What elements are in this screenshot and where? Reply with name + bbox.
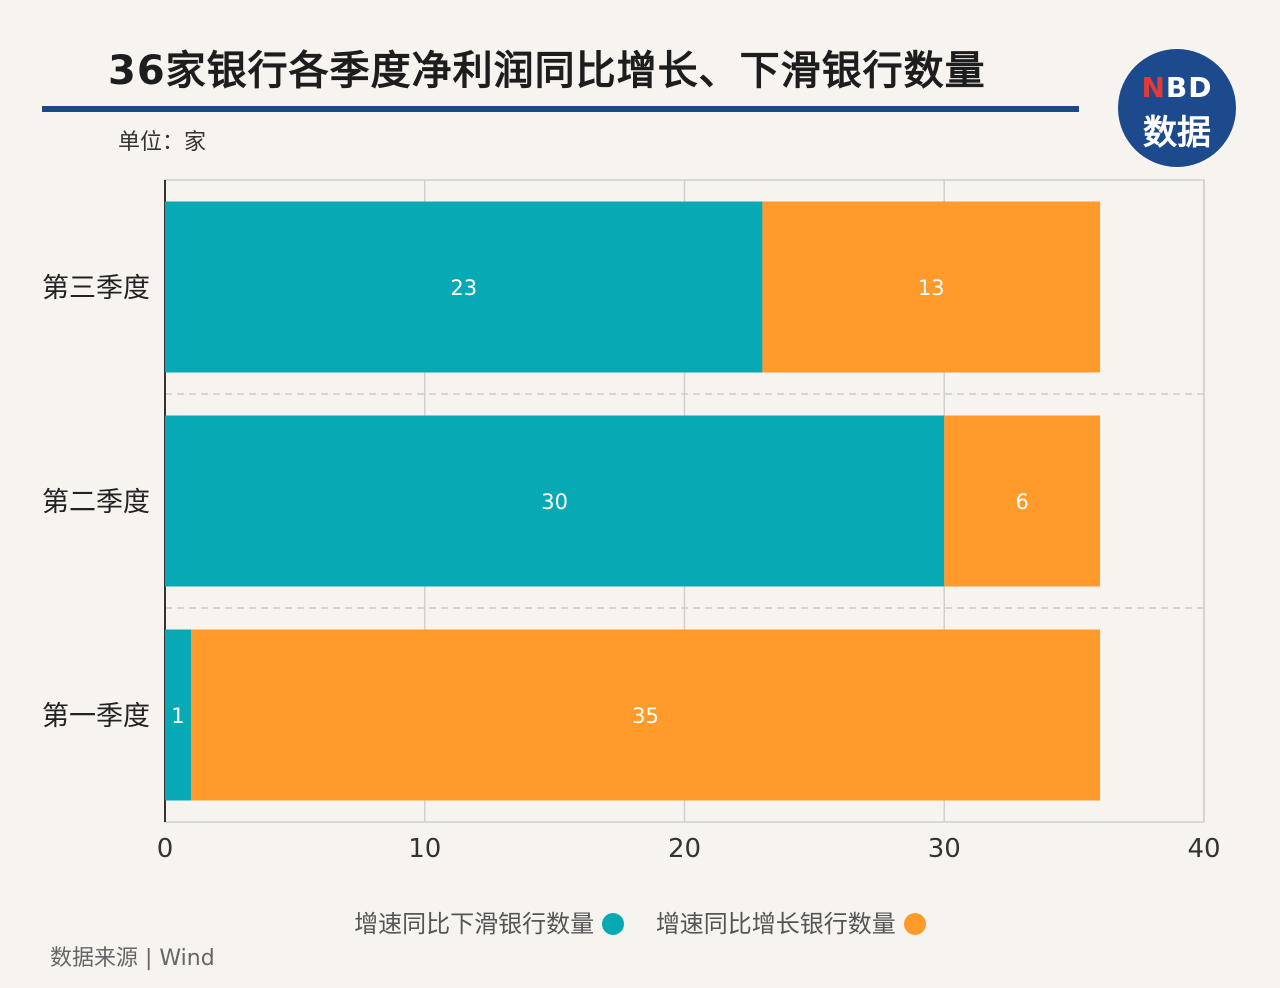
data-label: 13	[918, 276, 945, 300]
data-label: 35	[632, 704, 659, 728]
x-tick-label: 30	[928, 834, 961, 864]
category-label: 第三季度	[42, 273, 150, 304]
category-label: 第一季度	[42, 701, 150, 732]
legend-item-growth: 增速同比增长银行数量	[656, 904, 926, 939]
legend-item-decline: 增速同比下滑银行数量	[354, 904, 625, 939]
bar-growth	[190, 629, 1101, 801]
bar-chart: 0 10 20 30 40 23 13 第三季度 30 6 第二季度 1 35 第一季度	[42, 179, 1221, 864]
data-label: 1	[171, 704, 184, 728]
legend-label-decline: 增速同比下滑银行数量	[354, 910, 595, 938]
x-tick-label: 10	[408, 834, 441, 864]
logo-bd: BD	[1165, 71, 1213, 104]
data-label: 6	[1015, 490, 1028, 514]
legend-label-growth: 增速同比增长银行数量	[655, 910, 896, 938]
data-label: 30	[541, 490, 568, 514]
nbd-logo: NBD 数据	[1118, 49, 1236, 167]
bar-growth	[762, 201, 1101, 373]
chart-title: 36家银行各季度净利润同比增长、下滑银行数量	[108, 48, 986, 94]
x-tick-label: 40	[1187, 834, 1220, 864]
bar-growth	[944, 415, 1101, 587]
legend-dot-growth	[903, 913, 926, 935]
logo-top-text: NBD	[1118, 71, 1236, 104]
logo-bottom-text: 数据	[1143, 113, 1211, 153]
data-label: 23	[450, 276, 477, 300]
bar-decline	[165, 629, 191, 801]
x-tick-label: 0	[157, 834, 174, 864]
category-label: 第二季度	[42, 487, 150, 518]
title-underline	[42, 106, 1079, 112]
legend-dot-decline	[602, 913, 625, 935]
unit-label: 单位：家	[118, 130, 207, 155]
bar-decline	[165, 415, 945, 587]
legend: 增速同比下滑银行数量 增速同比增长银行数量	[0, 904, 1280, 939]
bar-decline	[165, 201, 763, 373]
logo-n: N	[1141, 71, 1166, 104]
x-tick-label: 20	[668, 834, 701, 864]
data-source: 数据来源 | Wind	[50, 946, 215, 971]
